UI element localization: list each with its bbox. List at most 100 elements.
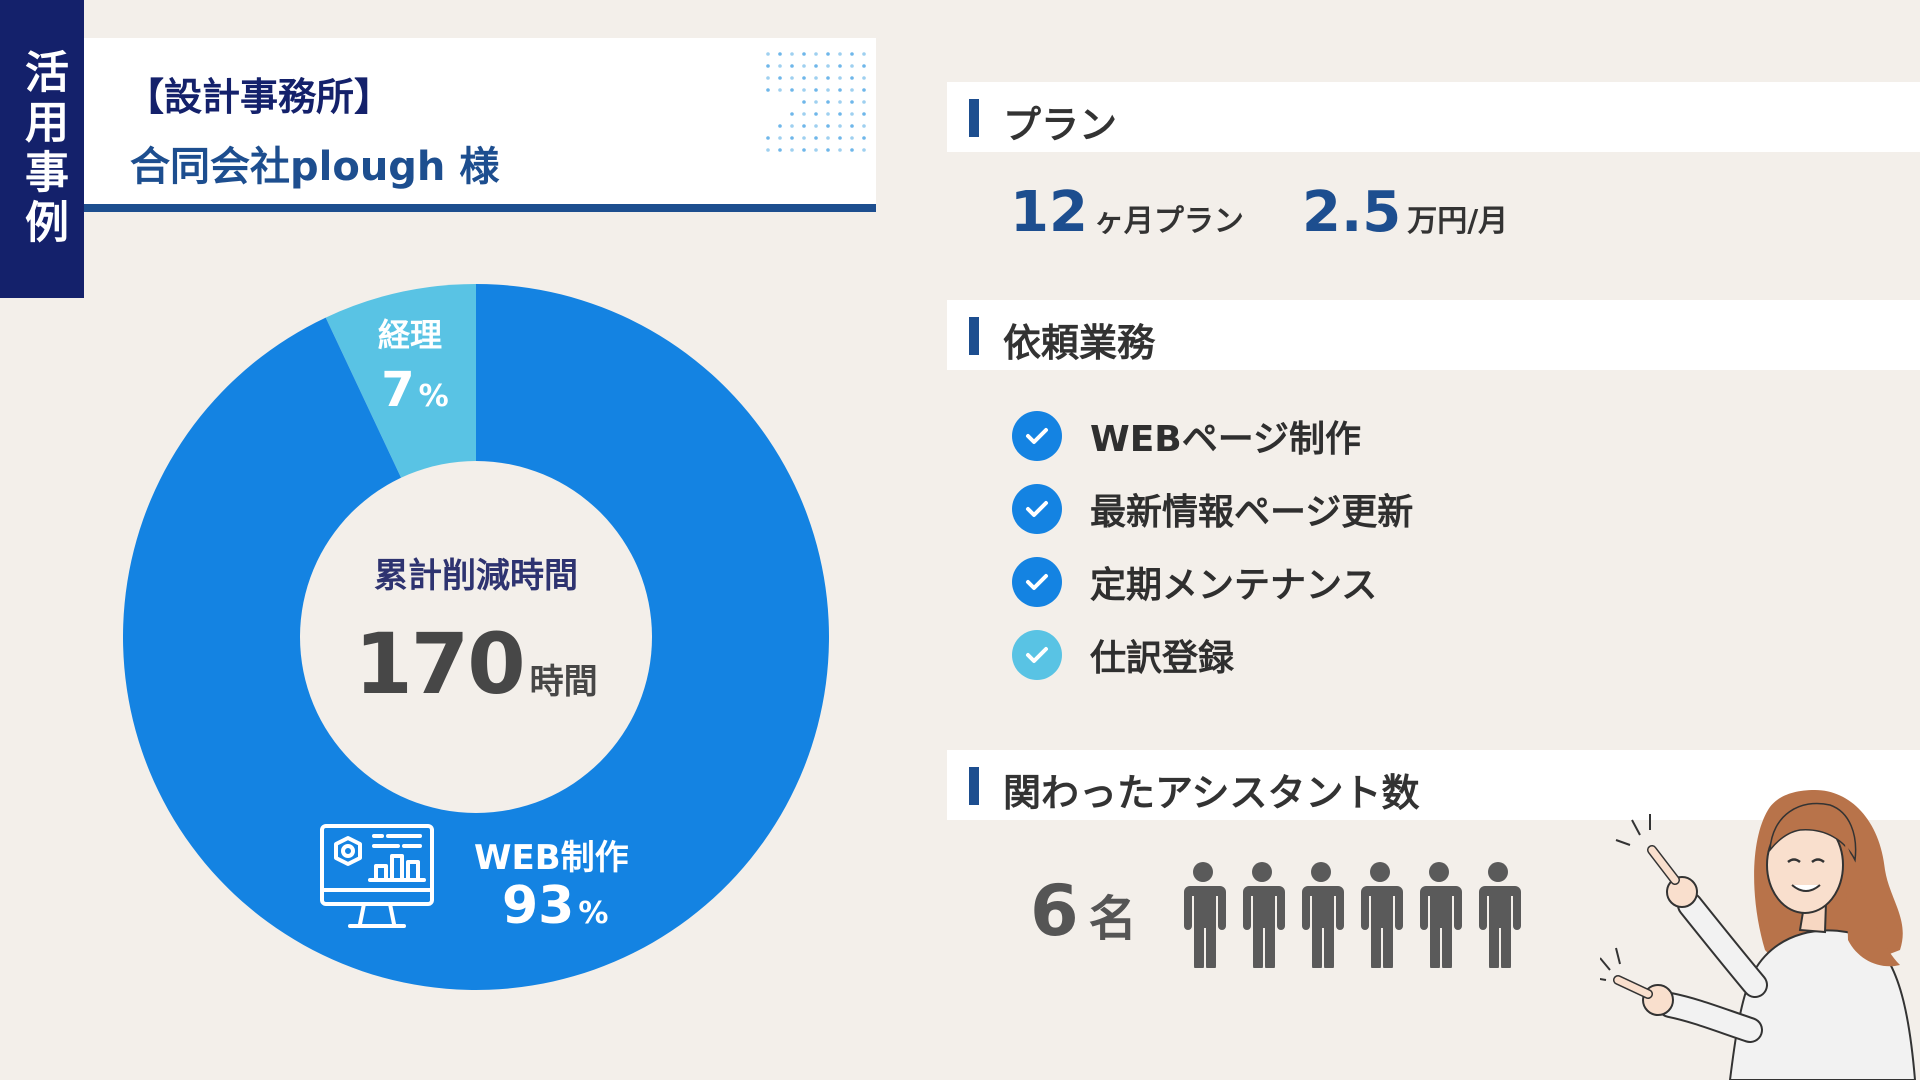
person-icon [1361,862,1403,968]
decoration-dot [826,136,830,140]
plan-price: 2.5 万円/月 [1302,180,1508,245]
tasks-section-header: 依頼業務 [947,300,1920,370]
segment-label-web: WEB制作 [474,838,629,878]
client-name: 合同会社plough 様 [130,144,500,190]
decoration-dot [814,124,818,128]
decoration-dot [778,76,782,80]
decoration-dot [802,52,806,56]
decoration-dot [802,148,806,152]
task-label: 仕訳登録 [1090,638,1235,679]
decoration-dot [838,112,842,116]
assistants-heading: 関わったアシスタント数 [1003,771,1420,815]
decoration-dot [826,112,830,116]
assistants-section-header: 関わったアシスタント数 [947,750,1920,820]
decoration-dot [790,124,794,128]
donut-chart [123,284,829,990]
decoration-dot [862,52,866,56]
person-icon [1243,862,1285,968]
decoration-dot [778,64,782,68]
decoration-dot [862,136,866,140]
decoration-dot [766,136,770,140]
decoration-dot [778,52,782,56]
decoration-dot [802,136,806,140]
decoration-dot [778,88,782,92]
person-icon [1479,862,1521,968]
decoration-dot [862,64,866,68]
decoration-dot [790,52,794,56]
decoration-dot [790,112,794,116]
case-study-tag: 活用事例 [0,0,84,298]
decoration-dot [826,52,830,56]
decoration-dot [850,124,854,128]
plan-section-header: プラン [947,82,1920,152]
task-item: 定期メンテナンス [1012,556,1377,608]
web-percent-unit: % [578,896,609,931]
decoration-dot [778,136,782,140]
case-study-tag-text: 活用事例 [17,49,68,249]
accounting-percent-unit: % [418,379,449,414]
decoration-dot [814,64,818,68]
section-accent-bar [969,99,979,137]
decoration-dot [802,124,806,128]
decoration-dot [766,148,770,152]
decoration-dot [862,100,866,104]
decoration-dot [862,148,866,152]
decoration-dot [766,64,770,68]
decoration-dot [850,136,854,140]
donut-center-label: 累計削減時間 [374,556,578,596]
task-item: 最新情報ページ更新 [1012,483,1413,535]
task-label: WEBページ制作 [1090,419,1362,460]
decoration-dot [838,52,842,56]
plan-duration-number: 12 [1010,180,1088,245]
person-icon [1420,862,1462,968]
plan-price-label: 万円/月 [1407,204,1509,239]
decoration-dot [850,100,854,104]
decoration-dot [862,112,866,116]
web-percent: 93 [502,876,575,936]
check-icon [1012,630,1062,680]
accounting-percent: 7 [381,362,415,418]
donut-center-value: 170 時間 [300,615,652,713]
plan-duration-label: ヶ月プラン [1093,204,1244,239]
monitor-chart-icon [320,824,434,928]
task-item: 仕訳登録 [1012,629,1234,681]
decoration-dot [802,112,806,116]
decoration-dot [814,76,818,80]
decoration-dot [802,76,806,80]
decoration-dot [838,148,842,152]
donut-hole [300,461,652,813]
decoration-dot [862,88,866,92]
decoration-dot [838,64,842,68]
decoration-dot [802,88,806,92]
decoration-dot [850,52,854,56]
total-hours-unit: 時間 [529,662,598,702]
decoration-dot [814,100,818,104]
decoration-dot [790,136,794,140]
decoration-dot [814,88,818,92]
plan-duration: 12 ヶ月プラン [1010,180,1244,245]
total-hours-value: 170 [354,615,525,713]
decoration-dot [826,148,830,152]
decoration-dot [778,148,782,152]
decoration-dot [838,76,842,80]
tasks-heading: 依頼業務 [1003,321,1156,365]
decoration-dot [802,100,806,104]
decoration-dot [790,148,794,152]
title-card: 【設計事務所】 合同会社plough 様 [84,38,876,212]
section-accent-bar [969,767,979,805]
decoration-dot [766,52,770,56]
decoration-dot [826,76,830,80]
decoration-dot [814,52,818,56]
decoration-dot [826,100,830,104]
decoration-dot [850,112,854,116]
assistant-count-number: 6 [1030,870,1079,952]
check-icon [1012,557,1062,607]
decoration-dot [862,76,866,80]
decoration-dot [766,88,770,92]
decoration-dot [826,124,830,128]
assistant-count-unit: 名 [1088,891,1137,947]
plan-price-number: 2.5 [1302,180,1402,245]
decoration-dot [814,148,818,152]
decoration-dot [850,64,854,68]
